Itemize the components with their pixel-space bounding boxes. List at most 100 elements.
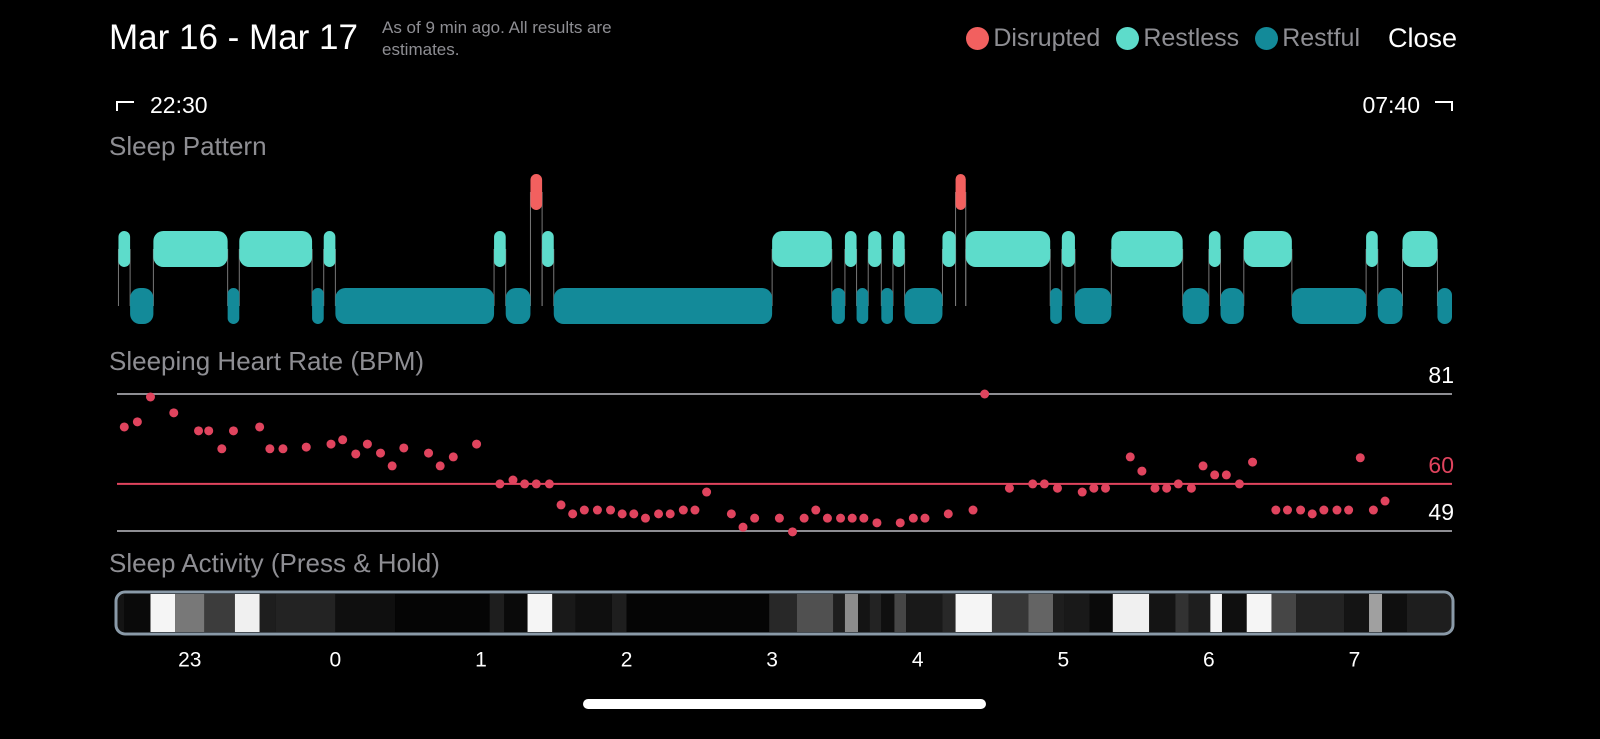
heart-rate-point	[1137, 466, 1147, 476]
heart-rate-point	[1125, 452, 1135, 462]
legend-swatch	[1255, 27, 1279, 50]
activity-block	[575, 594, 612, 632]
sleep-segment	[530, 174, 543, 210]
legend-item: Disrupted	[966, 24, 1100, 53]
activity-block	[1221, 594, 1247, 632]
activity-block	[1064, 594, 1090, 632]
sleep-segment	[965, 231, 1051, 267]
heart-rate-point	[1039, 479, 1049, 489]
legend-label: Restful	[1282, 24, 1360, 52]
heart-rate-point	[448, 452, 458, 462]
heart-rate-point	[606, 505, 616, 515]
x-tick-label: 2	[621, 649, 633, 672]
range-bracket	[116, 101, 134, 111]
activity-block	[796, 594, 834, 632]
heart-rate-point	[1221, 470, 1231, 480]
sleep-segment	[505, 288, 531, 324]
home-indicator	[583, 699, 986, 709]
activity-block	[1112, 594, 1150, 632]
strip-border	[114, 590, 1455, 636]
heart-rate-point	[265, 444, 275, 454]
heart-rate-point	[556, 500, 566, 510]
heart-rate-point	[1344, 505, 1354, 515]
heart-rate-point	[194, 426, 204, 436]
section-title: Sleeping Heart Rate (BPM)	[109, 346, 424, 376]
sleep-segment	[227, 288, 240, 324]
legend-label: Restless	[1143, 24, 1240, 52]
x-tick-label: 1	[475, 649, 487, 672]
heart-rate-point	[1332, 505, 1342, 515]
heart-rate-point	[520, 479, 530, 489]
heart-rate-point	[1380, 496, 1390, 506]
heart-rate-point	[1248, 457, 1258, 467]
heart-rate-point	[1368, 505, 1378, 515]
heart-rate-point	[968, 505, 978, 515]
heart-rate-point	[847, 513, 857, 523]
heart-rate-point	[1186, 483, 1196, 493]
x-tick-label: 3	[766, 649, 778, 672]
activity-block	[1406, 594, 1452, 632]
heart-rate-point	[1028, 479, 1038, 489]
sleep-segment	[1050, 288, 1062, 324]
sleep-segment	[494, 231, 506, 267]
heart-rate-point	[738, 522, 748, 532]
heart-rate-point	[592, 505, 602, 515]
heart-rate-point	[362, 439, 372, 449]
section-title: Sleep Activity (Press & Hold)	[109, 548, 440, 578]
heart-rate-point	[654, 509, 664, 519]
sleep-segment	[130, 288, 154, 324]
activity-block	[942, 594, 956, 632]
sleep-segment	[1377, 288, 1403, 324]
activity-strip	[117, 594, 1452, 632]
heart-rate-point	[119, 422, 129, 432]
start-time: 22:30	[150, 92, 208, 118]
heart-rate-point	[920, 513, 930, 523]
heart-rate-point	[544, 479, 554, 489]
activity-block	[1210, 594, 1222, 632]
heart-rate-point	[1271, 505, 1281, 515]
activity-block	[1053, 594, 1065, 632]
activity-block	[769, 594, 797, 632]
sleep-segment	[904, 288, 943, 324]
heart-rate-point	[228, 426, 238, 436]
heart-rate-point	[908, 513, 918, 523]
sleep-segment	[1061, 231, 1075, 267]
heart-rate-point	[1296, 505, 1306, 515]
sleep-segment	[831, 288, 845, 324]
heart-rate-point	[169, 408, 179, 418]
sleep-segment	[153, 231, 228, 267]
heart-rate-point	[1150, 483, 1160, 493]
x-tick-label: 6	[1203, 649, 1215, 672]
sleep-segment	[1243, 231, 1292, 267]
activity-block	[150, 594, 176, 632]
sleep-segment	[1208, 231, 1221, 267]
sleep-segment	[1182, 288, 1209, 324]
activity-block	[1028, 594, 1054, 632]
heart-rate-point	[678, 505, 688, 515]
heart-rate-point	[1234, 479, 1244, 489]
sleep-segment	[955, 174, 966, 210]
sleep-segment	[239, 231, 313, 267]
close-button[interactable]: Close	[1388, 23, 1458, 53]
sleep-segment	[542, 231, 554, 267]
sleep-segment	[881, 288, 893, 324]
heart-rate-point	[980, 389, 990, 399]
activity-block	[275, 594, 336, 632]
heart-rate-point	[1052, 483, 1062, 493]
heart-rate-point	[1004, 483, 1014, 493]
sleep-segment	[844, 231, 857, 267]
legend: Disrupted Restless Restful	[966, 24, 1360, 53]
activity-block	[991, 594, 1029, 632]
activity-block	[1149, 594, 1176, 632]
legend-swatch	[1116, 27, 1140, 50]
heart-rate-point	[376, 448, 386, 458]
heart-rate-point	[435, 461, 445, 471]
heart-rate-point	[811, 505, 821, 515]
x-tick-label: 23	[178, 649, 201, 672]
heart-rate-point	[1210, 470, 1220, 480]
x-tick-label: 4	[912, 649, 924, 672]
activity-block	[1344, 594, 1370, 632]
x-tick-label: 0	[330, 649, 342, 672]
heart-rate-point	[326, 439, 336, 449]
